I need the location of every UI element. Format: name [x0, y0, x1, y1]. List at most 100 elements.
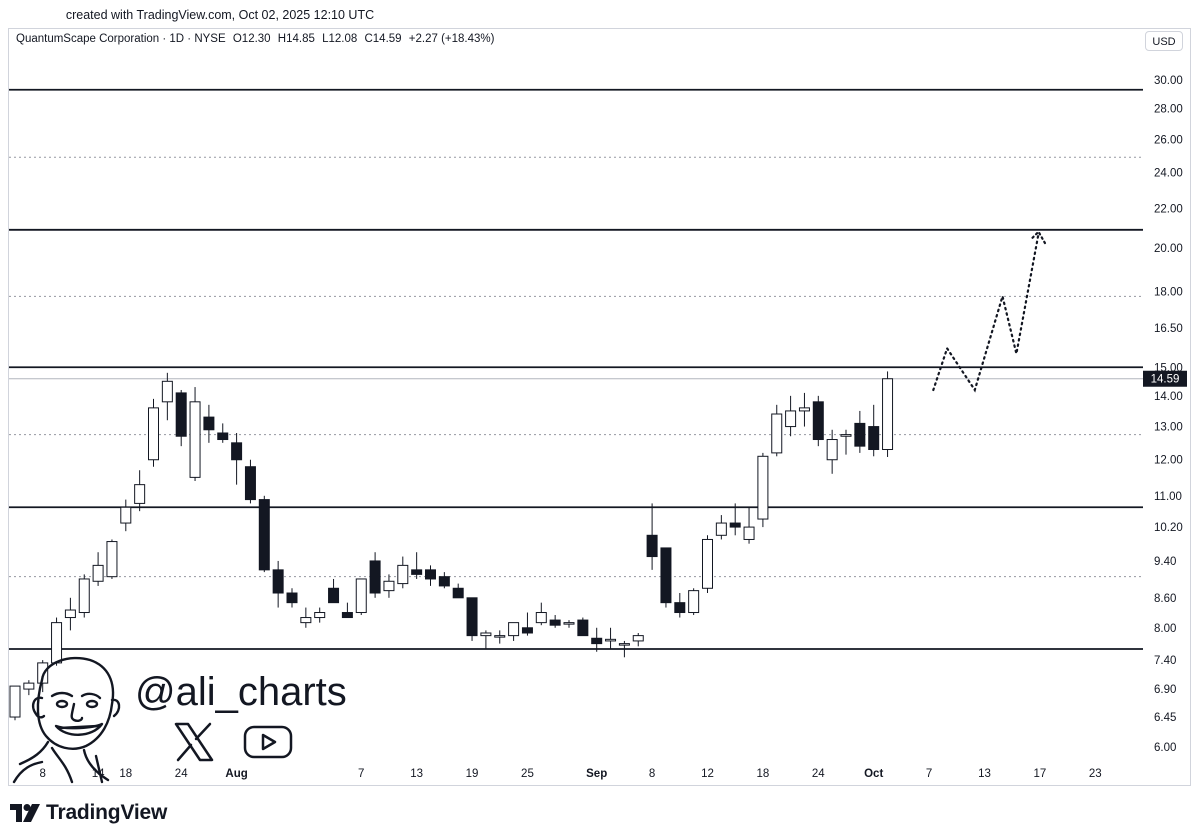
tradingview-logo[interactable]: TradingView: [10, 801, 167, 825]
bearish-candle[interactable]: [577, 619, 589, 637]
bullish-candle[interactable]: [632, 635, 644, 642]
chart-caption: created with TradingView.com, Oct 02, 20…: [65, 8, 375, 22]
x-axis-tick-label: 18: [757, 768, 770, 780]
bullish-candle[interactable]: [161, 380, 173, 403]
youtube-icon: [243, 725, 293, 759]
bearish-candle[interactable]: [286, 592, 298, 604]
bearish-candle[interactable]: [674, 602, 686, 614]
bearish-candle[interactable]: [452, 587, 464, 599]
x-axis-tick-label: Sep: [586, 768, 607, 780]
bullish-candle[interactable]: [508, 622, 520, 637]
y-axis-tick-label: 18.00: [1154, 287, 1183, 299]
bearish-candle[interactable]: [549, 619, 561, 626]
bullish-candle[interactable]: [840, 434, 852, 437]
author-handle: @ali_charts: [135, 670, 347, 714]
bearish-candle[interactable]: [466, 597, 478, 637]
bearish-candle[interactable]: [258, 499, 270, 571]
bullish-candle[interactable]: [23, 682, 35, 690]
bullish-candle[interactable]: [314, 612, 326, 619]
x-axis-tick-label: 18: [119, 768, 132, 780]
bullish-candle[interactable]: [563, 622, 575, 625]
bullish-candle[interactable]: [148, 407, 159, 461]
x-axis-tick-label: 12: [701, 768, 714, 780]
bullish-candle[interactable]: [715, 522, 727, 536]
chart-frame[interactable]: [8, 28, 1191, 786]
bullish-candle[interactable]: [757, 455, 769, 520]
bullish-candle[interactable]: [37, 662, 49, 684]
x-axis-tick-label: 24: [812, 768, 825, 780]
bearish-candle[interactable]: [341, 612, 353, 619]
bearish-candle[interactable]: [328, 587, 340, 604]
bullish-candle[interactable]: [383, 580, 395, 592]
bearish-candle[interactable]: [411, 569, 423, 575]
bullish-candle[interactable]: [78, 578, 90, 614]
y-axis-tick-label: 6.90: [1154, 684, 1176, 696]
x-axis-tick-label: Oct: [864, 768, 883, 780]
bearish-candle[interactable]: [203, 416, 215, 431]
bullish-candle[interactable]: [785, 410, 797, 428]
bullish-candle[interactable]: [605, 638, 617, 642]
bearish-candle[interactable]: [272, 569, 284, 594]
x-axis-tick-label: 7: [926, 768, 932, 780]
bullish-candle[interactable]: [702, 538, 713, 589]
currency-selector[interactable]: USD: [1145, 31, 1183, 51]
bullish-candle[interactable]: [134, 484, 146, 504]
bullish-candle[interactable]: [798, 407, 810, 412]
bearish-candle[interactable]: [231, 442, 243, 461]
bullish-candle[interactable]: [688, 590, 700, 614]
y-axis-tick-label: 6.00: [1154, 742, 1176, 754]
bearish-candle[interactable]: [660, 547, 672, 604]
bullish-candle[interactable]: [355, 578, 367, 614]
legend-high: H14.85: [277, 33, 315, 45]
bullish-candle[interactable]: [743, 526, 755, 540]
tradingview-wordmark: TradingView: [46, 801, 168, 824]
y-axis-tick-label: 7.40: [1154, 655, 1176, 667]
bullish-candle[interactable]: [494, 635, 506, 638]
bearish-candle[interactable]: [521, 627, 533, 634]
bullish-candle[interactable]: [480, 632, 492, 637]
bullish-candle[interactable]: [771, 413, 783, 454]
y-axis-tick-label: 30.00: [1154, 75, 1183, 87]
bearish-candle[interactable]: [175, 392, 187, 437]
bullish-candle[interactable]: [882, 378, 894, 451]
bearish-candle[interactable]: [244, 466, 256, 501]
bullish-candle[interactable]: [9, 685, 21, 718]
y-axis-tick-label: 9.40: [1154, 556, 1176, 568]
y-axis-tick-label: 8.00: [1154, 623, 1176, 635]
bullish-candle[interactable]: [397, 564, 409, 585]
y-axis-tick-label: 24.00: [1154, 167, 1183, 179]
bullish-candle[interactable]: [189, 401, 201, 478]
x-axis-tick-label: Aug: [225, 768, 247, 780]
bearish-candle[interactable]: [812, 401, 824, 441]
bearish-candle[interactable]: [591, 637, 603, 645]
bullish-candle[interactable]: [106, 541, 118, 578]
bullish-candle[interactable]: [618, 643, 630, 646]
y-axis-tick-label: 11.00: [1154, 491, 1182, 503]
bearish-candle[interactable]: [729, 522, 741, 528]
bullish-candle[interactable]: [120, 506, 132, 524]
x-axis-tick-label: 8: [39, 768, 45, 780]
projection-arrowhead: [1031, 229, 1048, 247]
bearish-candle[interactable]: [868, 426, 880, 451]
bullish-candle[interactable]: [92, 564, 104, 582]
legend-close: C14.59: [364, 33, 402, 45]
bearish-candle[interactable]: [646, 534, 658, 558]
y-axis-tick-label: 8.60: [1154, 593, 1176, 605]
bullish-candle[interactable]: [64, 609, 76, 619]
y-axis-tick-label: 22.00: [1154, 204, 1183, 216]
last-price-label: 14.59: [1151, 374, 1180, 386]
y-axis-tick-label: 14.00: [1154, 391, 1183, 403]
last-price-tag: [1143, 370, 1187, 387]
y-axis-tick-label: 10.20: [1154, 522, 1183, 534]
bullish-candle[interactable]: [535, 612, 547, 624]
bearish-candle[interactable]: [425, 569, 436, 580]
x-axis-tick-label: 8: [649, 768, 655, 780]
bearish-candle[interactable]: [854, 422, 866, 447]
bearish-candle[interactable]: [369, 560, 381, 594]
bearish-candle[interactable]: [438, 576, 450, 587]
bearish-candle[interactable]: [217, 432, 229, 441]
bullish-candle[interactable]: [300, 617, 312, 624]
x-axis-tick-label: 13: [410, 768, 423, 780]
bullish-candle[interactable]: [826, 439, 838, 461]
